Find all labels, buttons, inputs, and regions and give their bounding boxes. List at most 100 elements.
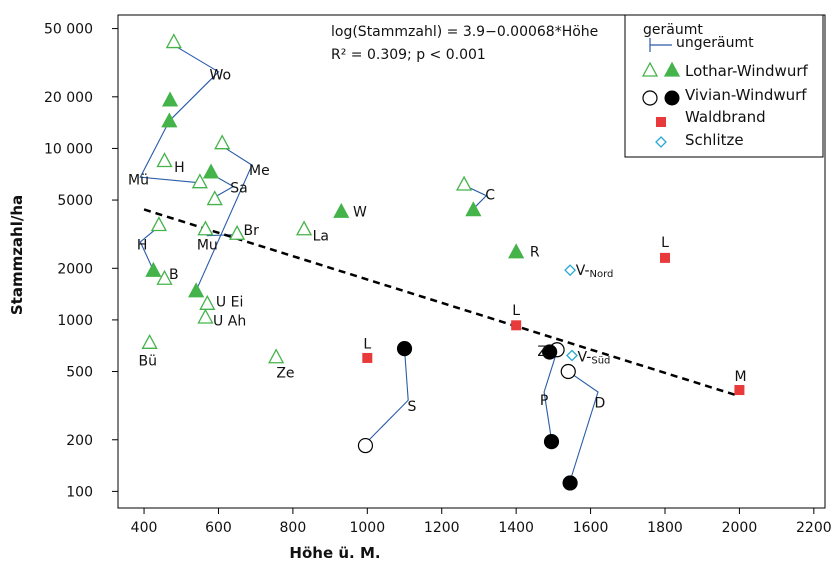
site-label: V-Süd [578,350,611,367]
site-label: H [137,238,148,254]
y-tick-label: 5000 [57,193,93,209]
legend: geräumt ungeräumt Lothar-Windwurf Vivian… [624,14,824,158]
legend-vivian-filled-icon [664,90,680,106]
data-point [197,308,214,324]
connector-line [139,120,200,184]
data-point [333,202,350,218]
x-tick-label: 800 [280,520,307,536]
legend-label-vivian: Vivian-Windwurf [685,86,807,104]
x-tick-label: 2000 [722,520,758,536]
legend-lothar-filled-icon [663,61,681,77]
legend-label-lothar: Lothar-Windwurf [685,62,809,80]
data-point [214,134,231,150]
site-label: C [485,187,495,203]
data-point [165,33,182,49]
x-tick-label: 1200 [424,520,460,536]
data-point [191,173,208,189]
data-point [295,220,313,236]
data-point [162,91,179,107]
legend-header-uncleared: ungeräumt [676,35,754,51]
x-tick-label: 1400 [498,520,534,536]
site-label: Mu [197,238,218,254]
regression-line [143,208,740,398]
site-label: D [594,395,605,411]
x-tick-label: 600 [205,520,232,536]
data-point [228,224,246,240]
y-tick-label: 2000 [57,261,93,277]
x-tick-label: 2200 [796,520,832,536]
legend-waldbrand-icon [656,117,666,127]
legend-header-cleared: geräumt [643,22,703,38]
regression-stats: R² = 0.309; p < 0.001 [331,47,486,63]
data-point [465,201,482,217]
data-point [188,282,205,298]
site-label: La [313,229,329,245]
data-point [560,363,576,380]
data-point [206,190,223,206]
data-point [145,261,162,277]
x-tick-label: 1800 [647,520,683,536]
data-point [396,341,413,357]
site-label: L [661,235,669,251]
data-point [659,252,670,263]
data-point [202,163,220,179]
y-tick-label: 50 000 [44,22,93,38]
data-point [508,243,525,259]
data-point [156,152,173,168]
data-point [141,333,158,349]
legend-bracket-icon [649,38,672,52]
legend-vivian-open-icon [642,90,658,106]
data-point [564,264,577,277]
y-tick-label: 100 [66,484,93,500]
y-tick-label: 1000 [57,313,93,329]
data-point [199,294,216,310]
site-label: M [734,369,746,385]
data-point [734,385,745,396]
connector-line [543,350,558,440]
legend-label-waldbrand: Waldbrand [685,108,766,126]
site-label: P [540,393,548,409]
connector-line [365,348,409,444]
site-label-subscript: Nord [590,269,614,280]
data-points [141,33,745,491]
site-label: Br [244,223,260,239]
data-point [511,320,522,331]
connector-line [195,145,253,291]
y-axis-title: Stammzahl/ha [8,195,26,315]
data-point [357,437,374,454]
site-label: V-Nord [576,263,614,280]
data-point [543,434,560,450]
data-point [362,352,373,363]
x-axis: 400 600 800 1000 1200 1400 1600 1800 2000 2200 [131,508,832,536]
data-point [150,216,168,232]
site-label: S [408,399,417,415]
data-point [562,475,578,491]
x-tick-label: 1000 [349,520,385,536]
y-tick-label: 10 000 [44,141,93,157]
data-point [566,349,578,362]
x-tick-label: 1600 [573,520,609,536]
site-label: H [174,160,185,176]
site-label: B [169,267,179,283]
data-point [197,220,214,236]
connector-line [139,226,160,271]
y-tick-label: 200 [66,433,93,449]
site-label-subscript: Süd [591,356,610,367]
data-point [268,348,285,364]
site-label: L [363,336,371,352]
x-tick-label: 400 [131,520,158,536]
regression-equation: log(Stammzahl) = 3.9−0.00068*Höhe [331,24,598,40]
x-axis-title: Höhe ü. M. [289,544,380,562]
connector-line [169,44,220,122]
data-point [542,344,558,360]
legend-label-schlitze: Schlitze [685,131,744,149]
site-label: Sa [230,181,247,197]
site-label: Me [249,163,270,179]
legend-box [624,14,824,158]
site-label: R [530,245,540,261]
site-label: W [353,204,367,220]
connector-line [463,184,488,210]
site-label: Z [537,344,547,360]
site-label: L [512,303,520,319]
